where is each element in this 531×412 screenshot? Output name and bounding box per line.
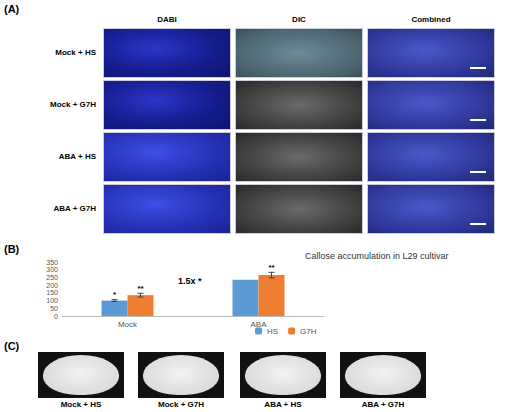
- html-text:Combined: Combined: [411, 15, 451, 24]
- svg-text:G7H: G7H: [300, 327, 317, 336]
- svg-text:1.5x *: 1.5x *: [178, 276, 202, 286]
- html-text:ABA + G7H: ABA + G7H: [53, 204, 96, 213]
- html-text:Mock + HS: Mock + HS: [60, 400, 102, 409]
- svg-text:350: 350: [46, 259, 58, 266]
- svg-text:300: 300: [46, 266, 58, 273]
- svg-text:**: **: [268, 263, 275, 272]
- svg-text:HS: HS: [267, 327, 278, 336]
- svg-text:ABA: ABA: [250, 320, 267, 329]
- html-text:DIC: DIC: [292, 15, 306, 24]
- html-text:(C): (C): [4, 340, 20, 352]
- svg-text:250: 250: [46, 274, 58, 281]
- html-text:Mock + HS: Mock + HS: [55, 48, 96, 57]
- svg-text:*: *: [113, 290, 117, 299]
- svg-text:Callose accumulation in L29 cu: Callose accumulation in L29 cultivar: [305, 251, 449, 261]
- html-text:(B): (B): [4, 243, 20, 255]
- html-text:ABA + HS: ABA + HS: [264, 400, 302, 409]
- svg-text:Mock: Mock: [118, 320, 138, 329]
- svg-text:50: 50: [50, 305, 58, 312]
- html-text:Mock + G7H: Mock + G7H: [50, 100, 96, 109]
- svg-text:200: 200: [46, 282, 58, 289]
- html-text:ABA + G7H: ABA + G7H: [361, 400, 405, 409]
- svg-text:0: 0: [54, 313, 58, 320]
- html-text:ABA + HS: ABA + HS: [58, 152, 96, 161]
- svg-text:150: 150: [46, 289, 58, 296]
- svg-text:100: 100: [46, 297, 58, 304]
- svg-text:**: **: [137, 284, 144, 293]
- html-text:Mock + G7H: Mock + G7H: [158, 400, 204, 409]
- html-text:DABI: DABI: [157, 15, 177, 24]
- html-text:(A): (A): [4, 3, 20, 15]
